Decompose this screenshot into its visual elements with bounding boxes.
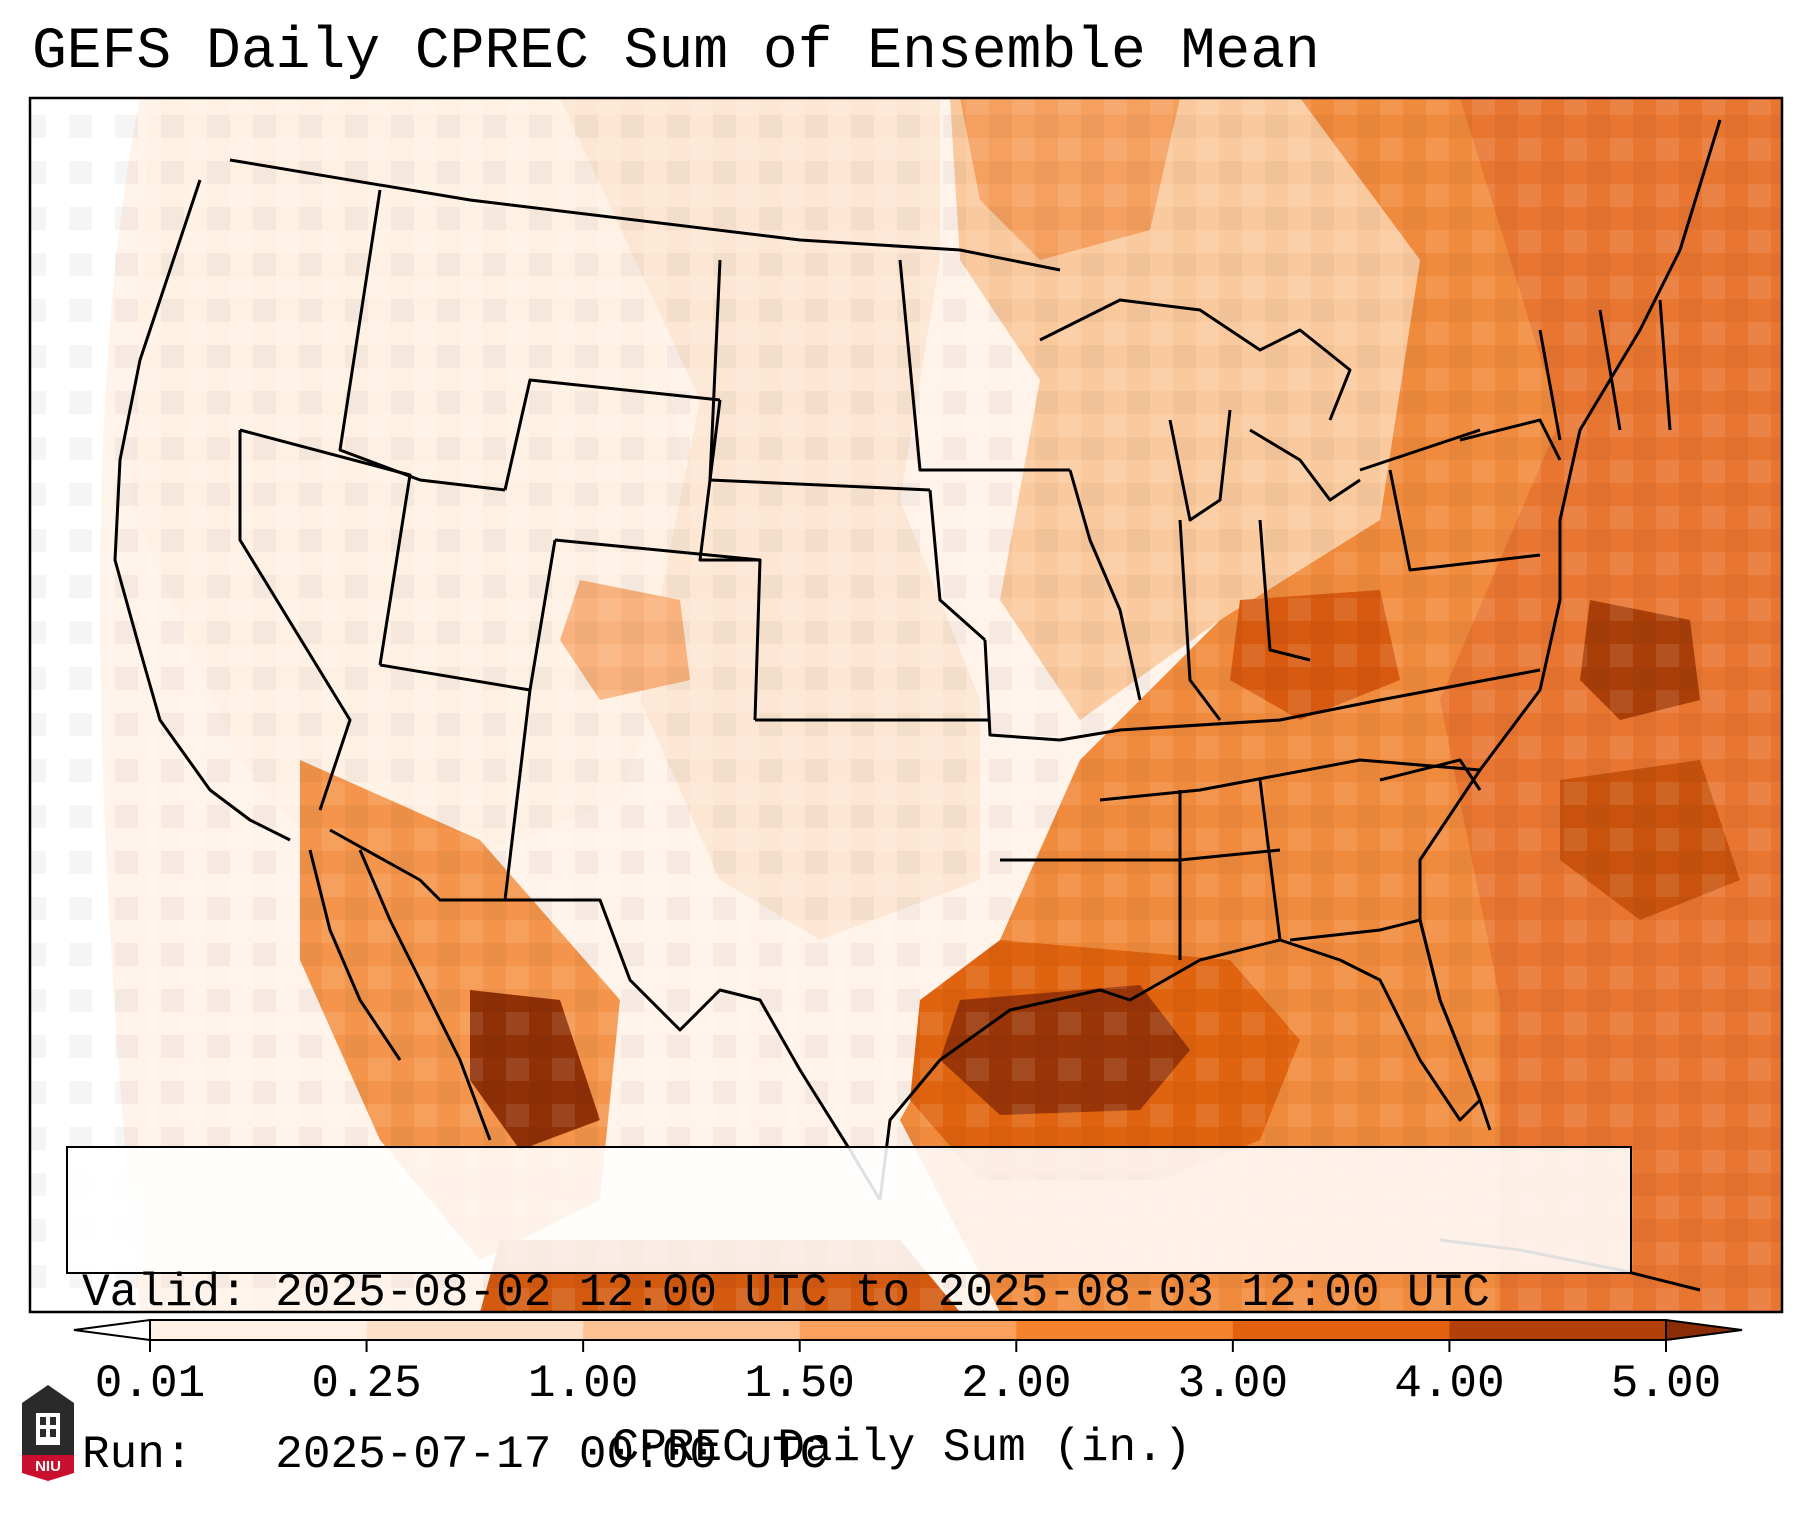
colorbar-frame [149,1319,1667,1341]
run-line: Run: 2025-07-17 00:00 UTC [82,1428,1616,1482]
colorbar-segment [799,1320,1017,1340]
map-frame [28,96,1784,1314]
valid-value: 2025-08-02 12:00 UTC to 2025-08-03 12:00… [275,1267,1490,1319]
colorbar-tick-label: 5.00 [1610,1358,1722,1410]
colorbar-segment [583,1320,801,1340]
run-label: Run: [82,1429,193,1481]
map-title: GEFS Daily CPREC Sum of Ensemble Mean [32,20,1320,85]
valid-label: Valid: [82,1267,248,1319]
colorbar-segment [366,1320,584,1340]
precip-field [30,98,1782,1312]
logo-text: NIU [35,1458,61,1475]
colorbar-segment [1449,1320,1667,1340]
colorbar-tick-label: 3.00 [1177,1358,1289,1410]
precip-map [28,96,1784,1352]
colorbar-tick-label: 1.00 [527,1358,639,1410]
colorbar-tick-label: 0.25 [311,1358,422,1410]
colorbar-label: CPREC Daily Sum (in.) [611,1422,1192,1474]
colorbar [73,1318,1743,1352]
valid-line: Valid: 2025-08-02 12:00 UTC to 2025-08-0… [82,1266,1616,1320]
colorbar-segment [150,1320,368,1340]
niu-logo-icon: NIU [22,1385,74,1481]
colorbar-segment [1016,1320,1234,1340]
info-box: Valid: 2025-08-02 12:00 UTC to 2025-08-0… [66,1146,1632,1481]
colorbar-tick-label: 1.50 [744,1358,855,1410]
colorbar-tick-label: 4.00 [1394,1358,1505,1410]
run-value: 2025-07-17 00:00 UTC [275,1429,828,1481]
colorbar-over-arrow [1665,1318,1743,1342]
colorbar-segment [1232,1320,1450,1340]
state-boundaries [113,119,1722,1292]
colorbar-tick-label: 2.00 [961,1358,1072,1410]
colorbar-tick-label: 0.01 [94,1358,206,1410]
